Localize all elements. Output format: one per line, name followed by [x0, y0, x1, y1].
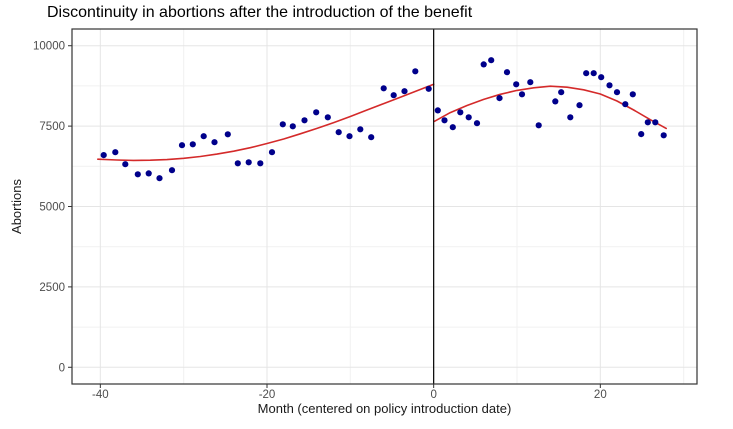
data-point [527, 79, 534, 86]
data-point [401, 88, 408, 95]
data-point [178, 142, 186, 149]
data-point [434, 107, 441, 114]
data-point [245, 159, 252, 166]
data-point [518, 91, 526, 98]
data-point [629, 91, 636, 98]
data-point [644, 119, 651, 126]
data-point [590, 70, 597, 77]
data-point [279, 121, 286, 128]
data-point [257, 160, 264, 167]
data-point [301, 117, 308, 124]
data-point [503, 69, 511, 76]
data-point [465, 114, 472, 121]
x-axis-title: Month (centered on policy introduction d… [257, 401, 512, 416]
data-point [112, 149, 119, 156]
data-point [558, 89, 565, 96]
y-tick-label: 2500 [39, 282, 65, 294]
data-point [488, 57, 495, 64]
data-point [622, 101, 629, 108]
x-tick-label: -40 [92, 389, 109, 401]
chart-title: Discontinuity in abortions after the int… [47, 4, 473, 21]
data-point [380, 85, 387, 92]
y-tick-label: 7500 [39, 121, 65, 133]
data-point [535, 122, 542, 129]
x-tick-label: 20 [594, 389, 607, 401]
data-point [457, 109, 464, 116]
data-point [234, 160, 241, 167]
data-point [189, 141, 196, 148]
y-axis-title: Abortions [9, 179, 24, 234]
data-point [100, 152, 107, 159]
data-point [390, 92, 397, 99]
data-point [357, 126, 364, 133]
data-point [425, 85, 432, 92]
data-point [613, 89, 621, 96]
data-point [652, 119, 659, 126]
pre-policy-fit [97, 83, 435, 162]
x-tick-label: -20 [259, 389, 276, 401]
data-point [638, 131, 645, 138]
data-point [480, 61, 487, 68]
data-point [368, 134, 375, 141]
data-point [268, 149, 276, 156]
data-point [313, 109, 320, 116]
x-tick-label: 0 [430, 389, 436, 401]
data-point [660, 132, 667, 139]
data-point [168, 167, 176, 174]
data-point [145, 170, 152, 177]
data-point [324, 114, 331, 121]
data-point [606, 82, 613, 89]
data-point [224, 131, 231, 138]
data-point [449, 124, 456, 131]
data-point [567, 114, 574, 121]
data-point [441, 117, 448, 124]
data-point [156, 175, 163, 182]
data-point [346, 133, 353, 140]
data-point [134, 171, 141, 178]
y-tick-label: 10000 [33, 41, 65, 53]
data-point [598, 74, 605, 81]
data-point [335, 129, 342, 136]
data-point [513, 81, 520, 88]
post-policy-fit [433, 85, 668, 130]
y-tick-label: 5000 [39, 202, 65, 214]
data-point [200, 133, 207, 140]
data-point [473, 120, 481, 127]
data-point [289, 123, 296, 130]
data-point [552, 98, 559, 105]
data-point [576, 102, 583, 109]
data-point [496, 95, 503, 102]
data-point [211, 139, 218, 146]
y-tick-label: 0 [59, 362, 65, 374]
data-point [583, 70, 590, 77]
data-point [122, 161, 129, 168]
data-point [412, 68, 419, 75]
